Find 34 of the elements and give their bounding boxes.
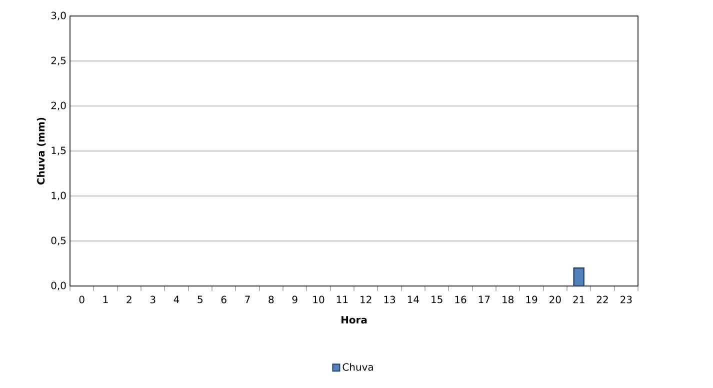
y-tick-label: 0,0	[51, 282, 66, 290]
y-tick-label: 1,5	[52, 146, 66, 156]
x-tick-label: 2	[126, 296, 132, 304]
y-axis-title: Chuva (mm)	[36, 118, 46, 185]
x-tick-label: 23	[620, 296, 632, 304]
x-tick-label: 1	[103, 296, 108, 304]
y-tick-label: 3,0	[51, 12, 66, 20]
x-tick-label: 17	[478, 296, 490, 304]
x-tick-label: 3	[150, 296, 156, 304]
y-tick-label: 2,0	[51, 102, 66, 110]
x-tick-label: 4	[174, 296, 180, 304]
y-tick-label: 2,5	[51, 56, 66, 66]
x-tick-label: 18	[502, 296, 514, 304]
x-tick-label: 5	[198, 296, 202, 304]
x-tick-label: 15	[432, 296, 442, 304]
x-tick-label: 16	[455, 296, 466, 304]
x-tick-label: 9	[292, 296, 298, 304]
x-tick-label: 14	[408, 296, 419, 304]
x-tick-label: 19	[526, 296, 538, 304]
x-tick-label: 13	[384, 296, 396, 304]
x-tick-label: 11	[336, 296, 348, 304]
x-tick-label: 7	[245, 296, 250, 304]
x-tick-label: 10	[313, 296, 324, 304]
x-tick-label: 22	[596, 296, 608, 304]
y-tick-label: 1,0	[52, 192, 66, 200]
legend-label: Chuva	[342, 363, 373, 371]
x-tick-label: 20	[550, 296, 561, 304]
x-axis-title: Hora	[342, 316, 367, 324]
x-tick-label: 21	[573, 296, 584, 304]
x-tick-label: 6	[221, 296, 226, 304]
x-tick-label: 12	[360, 296, 372, 304]
x-tick-label: 8	[268, 296, 274, 304]
y-tick-label: 0,5	[51, 236, 66, 246]
x-tick-label: 0	[79, 296, 84, 304]
